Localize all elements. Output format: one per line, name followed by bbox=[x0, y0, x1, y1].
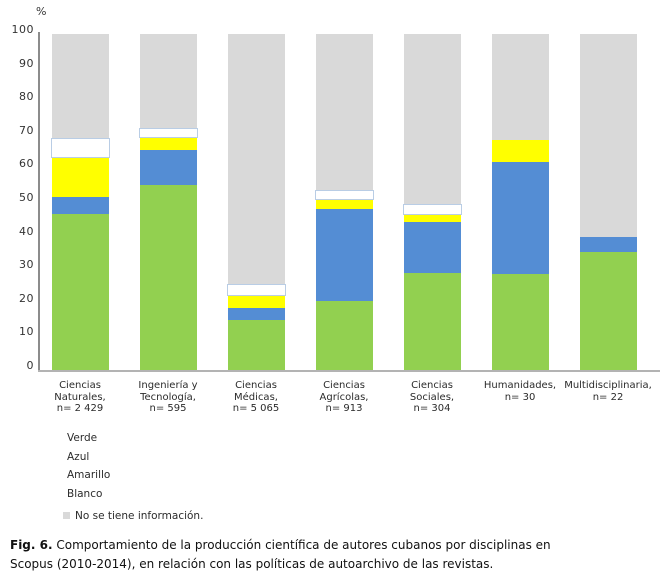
segment-verde-ciencias-medicas bbox=[227, 319, 285, 370]
x-axis-label-line: Multidisciplinaria, bbox=[564, 380, 652, 391]
segment-blanco-ciencias-sociales bbox=[402, 203, 462, 216]
x-axis-label-line: n= 5 065 bbox=[232, 403, 280, 414]
segment-verde-humanidades bbox=[491, 274, 549, 370]
segment-no-se-tiene-informacion-ciencias-naturales bbox=[51, 34, 109, 139]
segment-azul-humanidades bbox=[491, 161, 549, 275]
segment-azul-ciencias-sociales bbox=[403, 222, 461, 273]
legend-item-label: Azul bbox=[67, 450, 90, 463]
legend-item-amarillo: Amarillo bbox=[63, 466, 203, 485]
x-axis-label-line: n= 304 bbox=[413, 403, 451, 414]
x-axis-label-line: Médicas, bbox=[234, 391, 278, 403]
segment-amarillo-humanidades bbox=[491, 139, 549, 162]
y-tick-label-0: 0 bbox=[26, 359, 34, 372]
bar-ciencias-naturales bbox=[50, 34, 110, 370]
x-axis-label-ciencias-sociales: Ciencias Sociales, n= 304 bbox=[377, 380, 487, 415]
legend-item-azul: Azul bbox=[63, 448, 203, 467]
y-tick-label-70: 70 bbox=[19, 123, 34, 137]
y-axis-line bbox=[38, 32, 40, 371]
y-tick-label-50: 50 bbox=[19, 191, 34, 204]
x-axis-label-line: Ingeniería y bbox=[138, 380, 198, 391]
x-axis-label-line: n= 30 bbox=[504, 391, 536, 403]
segment-amarillo-ciencias-naturales bbox=[51, 158, 109, 197]
segment-blanco-ciencias-medicas bbox=[226, 284, 286, 297]
x-axis-label-line: Ciencias bbox=[235, 380, 277, 391]
segment-verde-ciencias-sociales bbox=[403, 272, 461, 370]
x-axis-label-humanidades: Humanidades, n= 30 bbox=[465, 380, 575, 403]
bar-ciencias-medicas bbox=[226, 34, 286, 370]
segment-azul-ciencias-naturales bbox=[51, 196, 109, 214]
x-axis-label-line: n= 595 bbox=[149, 403, 187, 414]
x-axis-label-line: Agrícolas, bbox=[319, 391, 369, 403]
bar-multidisciplinaria bbox=[579, 34, 637, 370]
segment-no-se-tiene-informacion-multidisciplinaria bbox=[579, 34, 637, 238]
bar-ciencias-agricolas bbox=[314, 34, 374, 370]
legend-item-label: Amarillo bbox=[67, 469, 111, 481]
segment-blanco-ciencias-agricolas bbox=[314, 190, 374, 201]
x-axis-label-line: Humanidades, bbox=[483, 380, 557, 391]
segment-no-se-tiene-informacion-ciencias-agricolas bbox=[315, 34, 373, 191]
segment-no-se-tiene-informacion-ingenieria-y-tecnologia bbox=[139, 34, 197, 129]
x-axis-label-line: n= 913 bbox=[325, 403, 363, 414]
segment-verde-ciencias-agricolas bbox=[315, 301, 373, 370]
x-axis-label-line: Sociales, bbox=[409, 391, 455, 403]
caption-line-2: Scopus (2010-2014), en relación con las … bbox=[10, 557, 494, 571]
segment-amarillo-ciencias-sociales bbox=[403, 215, 461, 223]
legend: Verde Azul Amarillo Blanco No se tiene infor… bbox=[63, 429, 203, 526]
segment-amarillo-ciencias-medicas bbox=[227, 296, 285, 308]
legend-item-label: No se tiene información. bbox=[75, 510, 204, 522]
y-tick-label-30: 30 bbox=[19, 258, 34, 272]
segment-verde-ciencias-naturales bbox=[51, 213, 109, 370]
y-tick-label-10: 10 bbox=[19, 325, 34, 339]
legend-swatch-icon bbox=[63, 511, 70, 519]
segment-azul-multidisciplinaria bbox=[579, 237, 637, 253]
y-tick-label-40: 40 bbox=[19, 224, 34, 238]
y-tick-label-20: 20 bbox=[19, 291, 34, 305]
x-axis-label-line: n= 2 429 bbox=[56, 403, 104, 414]
segment-blanco-ingenieria-y-tecnologia bbox=[138, 128, 198, 139]
segment-no-se-tiene-informacion-humanidades bbox=[491, 34, 549, 140]
y-tick-label-100: 100 bbox=[11, 23, 34, 36]
caption-figure-label: Fig. 6. bbox=[10, 538, 53, 552]
segment-amarillo-ciencias-agricolas bbox=[315, 200, 373, 209]
legend-item-label: Verde bbox=[67, 432, 98, 444]
legend-item-no-se-tiene-informacion: No se tiene información. bbox=[63, 507, 203, 526]
segment-no-se-tiene-informacion-ciencias-sociales bbox=[403, 34, 461, 204]
y-tick-label-80: 80 bbox=[19, 90, 34, 104]
segment-blanco-ciencias-naturales bbox=[50, 138, 110, 159]
x-axis-label-line: Naturales, bbox=[54, 391, 106, 403]
x-axis-label-ingenieria-y-tecnologia: Ingeniería y Tecnología, n= 595 bbox=[113, 380, 223, 415]
x-axis-label-line: Ciencias bbox=[59, 380, 101, 391]
bar-ciencias-sociales bbox=[402, 34, 462, 370]
x-axis-label-ciencias-medicas: Ciencias Médicas, n= 5 065 bbox=[201, 380, 311, 415]
x-axis-label-multidisciplinaria: Multidisciplinaria, n= 22 bbox=[553, 380, 660, 403]
caption-line-1: Fig. 6. Comportamiento de la producción … bbox=[10, 536, 551, 555]
segment-no-se-tiene-informacion-ciencias-medicas bbox=[227, 34, 285, 285]
y-axis-unit-label: % bbox=[36, 5, 47, 18]
x-axis-label-line: n= 22 bbox=[592, 391, 624, 403]
caption-text-1: Comportamiento de la producción científi… bbox=[56, 538, 551, 552]
segment-azul-ciencias-medicas bbox=[227, 307, 285, 320]
legend-item-label: Blanco bbox=[67, 487, 103, 500]
legend-item-blanco: Blanco bbox=[63, 485, 203, 504]
bar-ingenieria-y-tecnologia bbox=[138, 34, 198, 370]
bar-humanidades bbox=[491, 34, 549, 370]
x-axis-label-line: Ciencias bbox=[411, 380, 453, 391]
segment-verde-ingenieria-y-tecnologia bbox=[139, 185, 197, 370]
x-axis-label-ciencias-naturales: Ciencias Naturales, n= 2 429 bbox=[25, 380, 135, 415]
x-axis-label-line: Ciencias bbox=[323, 380, 365, 391]
y-tick-label-90: 90 bbox=[19, 56, 34, 70]
x-axis-label-line: Tecnología, bbox=[140, 391, 196, 403]
x-axis-line bbox=[38, 370, 660, 372]
x-axis-label-ciencias-agricolas: Ciencias Agrícolas, n= 913 bbox=[289, 380, 399, 415]
segment-verde-multidisciplinaria bbox=[579, 252, 637, 370]
segment-amarillo-ingenieria-y-tecnologia bbox=[139, 138, 197, 150]
figure-caption: Fig. 6. Comportamiento de la producción … bbox=[10, 536, 551, 574]
segment-azul-ingenieria-y-tecnologia bbox=[139, 149, 197, 186]
legend-item-verde: Verde bbox=[63, 429, 203, 448]
y-tick-label-60: 60 bbox=[19, 157, 34, 171]
segment-azul-ciencias-agricolas bbox=[315, 208, 373, 302]
